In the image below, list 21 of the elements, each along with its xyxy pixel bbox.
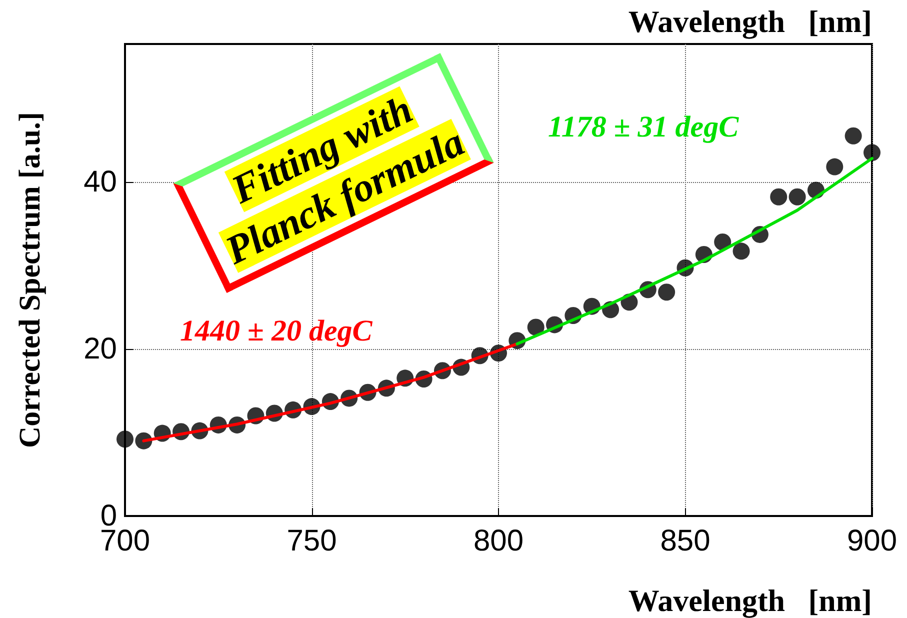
point: [714, 233, 732, 250]
point: [732, 242, 750, 260]
y-tick-label: 20: [84, 332, 117, 366]
y-tick-label: 40: [84, 165, 117, 198]
point: [770, 188, 788, 206]
x-axis-title: Wavelength [nm]: [628, 583, 872, 618]
text: Wavelength [nm]: [628, 4, 872, 39]
y-axis-title: Corrected Spectrum [a.u.]: [14, 112, 46, 448]
point: [116, 430, 134, 448]
point: [826, 158, 844, 176]
point: [527, 318, 544, 336]
point: [658, 284, 676, 301]
annotation: 1178 ± 31 degC: [548, 110, 740, 144]
point: [844, 127, 862, 144]
point: [864, 144, 880, 162]
x-tick-label: 750: [286, 524, 337, 558]
x-tick-label: 850: [660, 524, 710, 558]
x-tick-label: 800: [473, 524, 524, 558]
x-tick-label: 900: [846, 524, 898, 558]
annotation: 1440 ± 20 degC: [180, 314, 374, 348]
point: [788, 188, 806, 206]
